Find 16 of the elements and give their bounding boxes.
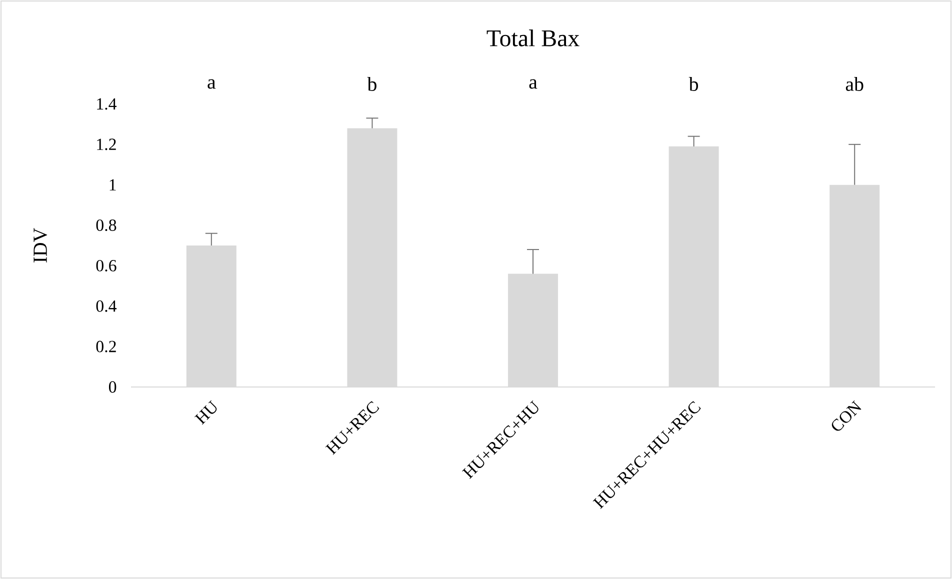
text: b	[688, 76, 698, 91]
y-tick-label: 0.4	[96, 300, 117, 312]
y-tick-label: 0	[108, 381, 116, 393]
y-axis-title: IDV	[34, 228, 48, 262]
y-tick-label: 1	[110, 179, 116, 190]
text: a	[208, 79, 216, 89]
x-tick-label: HU	[194, 400, 217, 425]
y-tick-label: 0.2	[96, 340, 116, 352]
y-tick-label: 1.2	[97, 138, 116, 150]
text: a	[529, 79, 538, 89]
text: ab	[846, 76, 864, 91]
text: b	[367, 76, 376, 91]
y-tick-label: 0.8	[96, 220, 116, 232]
y-tick-label: 1.4	[97, 98, 117, 110]
chart-title: Total Bax	[486, 30, 580, 46]
y-tick-label: 0.6	[96, 260, 116, 272]
